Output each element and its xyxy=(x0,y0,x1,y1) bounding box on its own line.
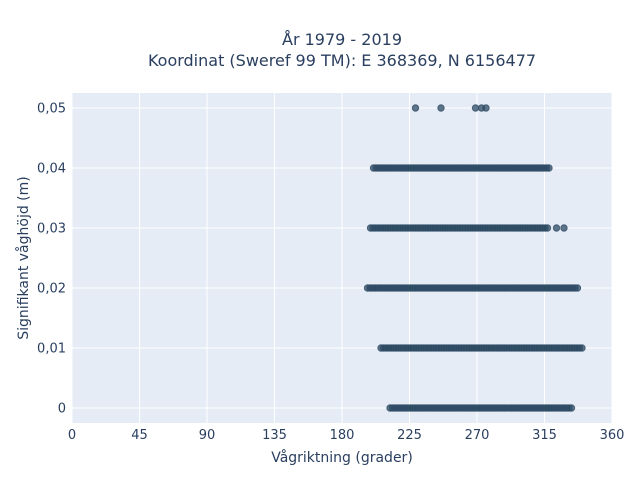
y-tick-label: 0,03 xyxy=(37,222,66,237)
data-point xyxy=(567,404,576,412)
data-point xyxy=(471,104,480,112)
y-tick-label: 0 xyxy=(58,402,66,417)
data-point xyxy=(560,224,568,232)
data-point xyxy=(545,164,553,172)
y-axis-ticks: 0 0,01 0,02 0,03 0,04 0,05 xyxy=(37,102,66,417)
y-tick-label: 0,01 xyxy=(37,342,66,357)
x-tick-label: 360 xyxy=(600,428,625,443)
data-point xyxy=(578,344,586,352)
data-point xyxy=(411,104,420,112)
chart-title-line-1: År 1979 - 2019 xyxy=(282,30,402,49)
y-tick-label: 0,02 xyxy=(37,282,66,297)
x-tick-label: 90 xyxy=(199,428,216,443)
x-tick-label: 0 xyxy=(68,428,76,443)
data-point xyxy=(437,104,445,112)
x-tick-label: 270 xyxy=(465,428,490,443)
data-point xyxy=(552,224,561,232)
data-point xyxy=(482,104,490,112)
data-point xyxy=(573,284,582,292)
x-tick-label: 45 xyxy=(131,428,148,443)
x-axis-title: Vågriktning (grader) xyxy=(271,449,413,466)
data-points xyxy=(363,104,586,412)
x-tick-label: 225 xyxy=(397,428,422,443)
x-tick-label: 180 xyxy=(330,428,355,443)
y-tick-label: 0,05 xyxy=(37,102,66,117)
x-tick-label: 135 xyxy=(262,428,287,443)
x-axis-ticks: 0 45 90 135 180 225 270 315 360 xyxy=(68,428,625,443)
data-point xyxy=(543,224,552,232)
y-tick-label: 0,04 xyxy=(37,162,66,177)
chart-title-line-2: Koordinat (Sweref 99 TM): E 368369, N 61… xyxy=(148,51,536,70)
y-axis-title: Signifikant våghöjd (m) xyxy=(15,176,32,339)
x-tick-label: 315 xyxy=(532,428,557,443)
